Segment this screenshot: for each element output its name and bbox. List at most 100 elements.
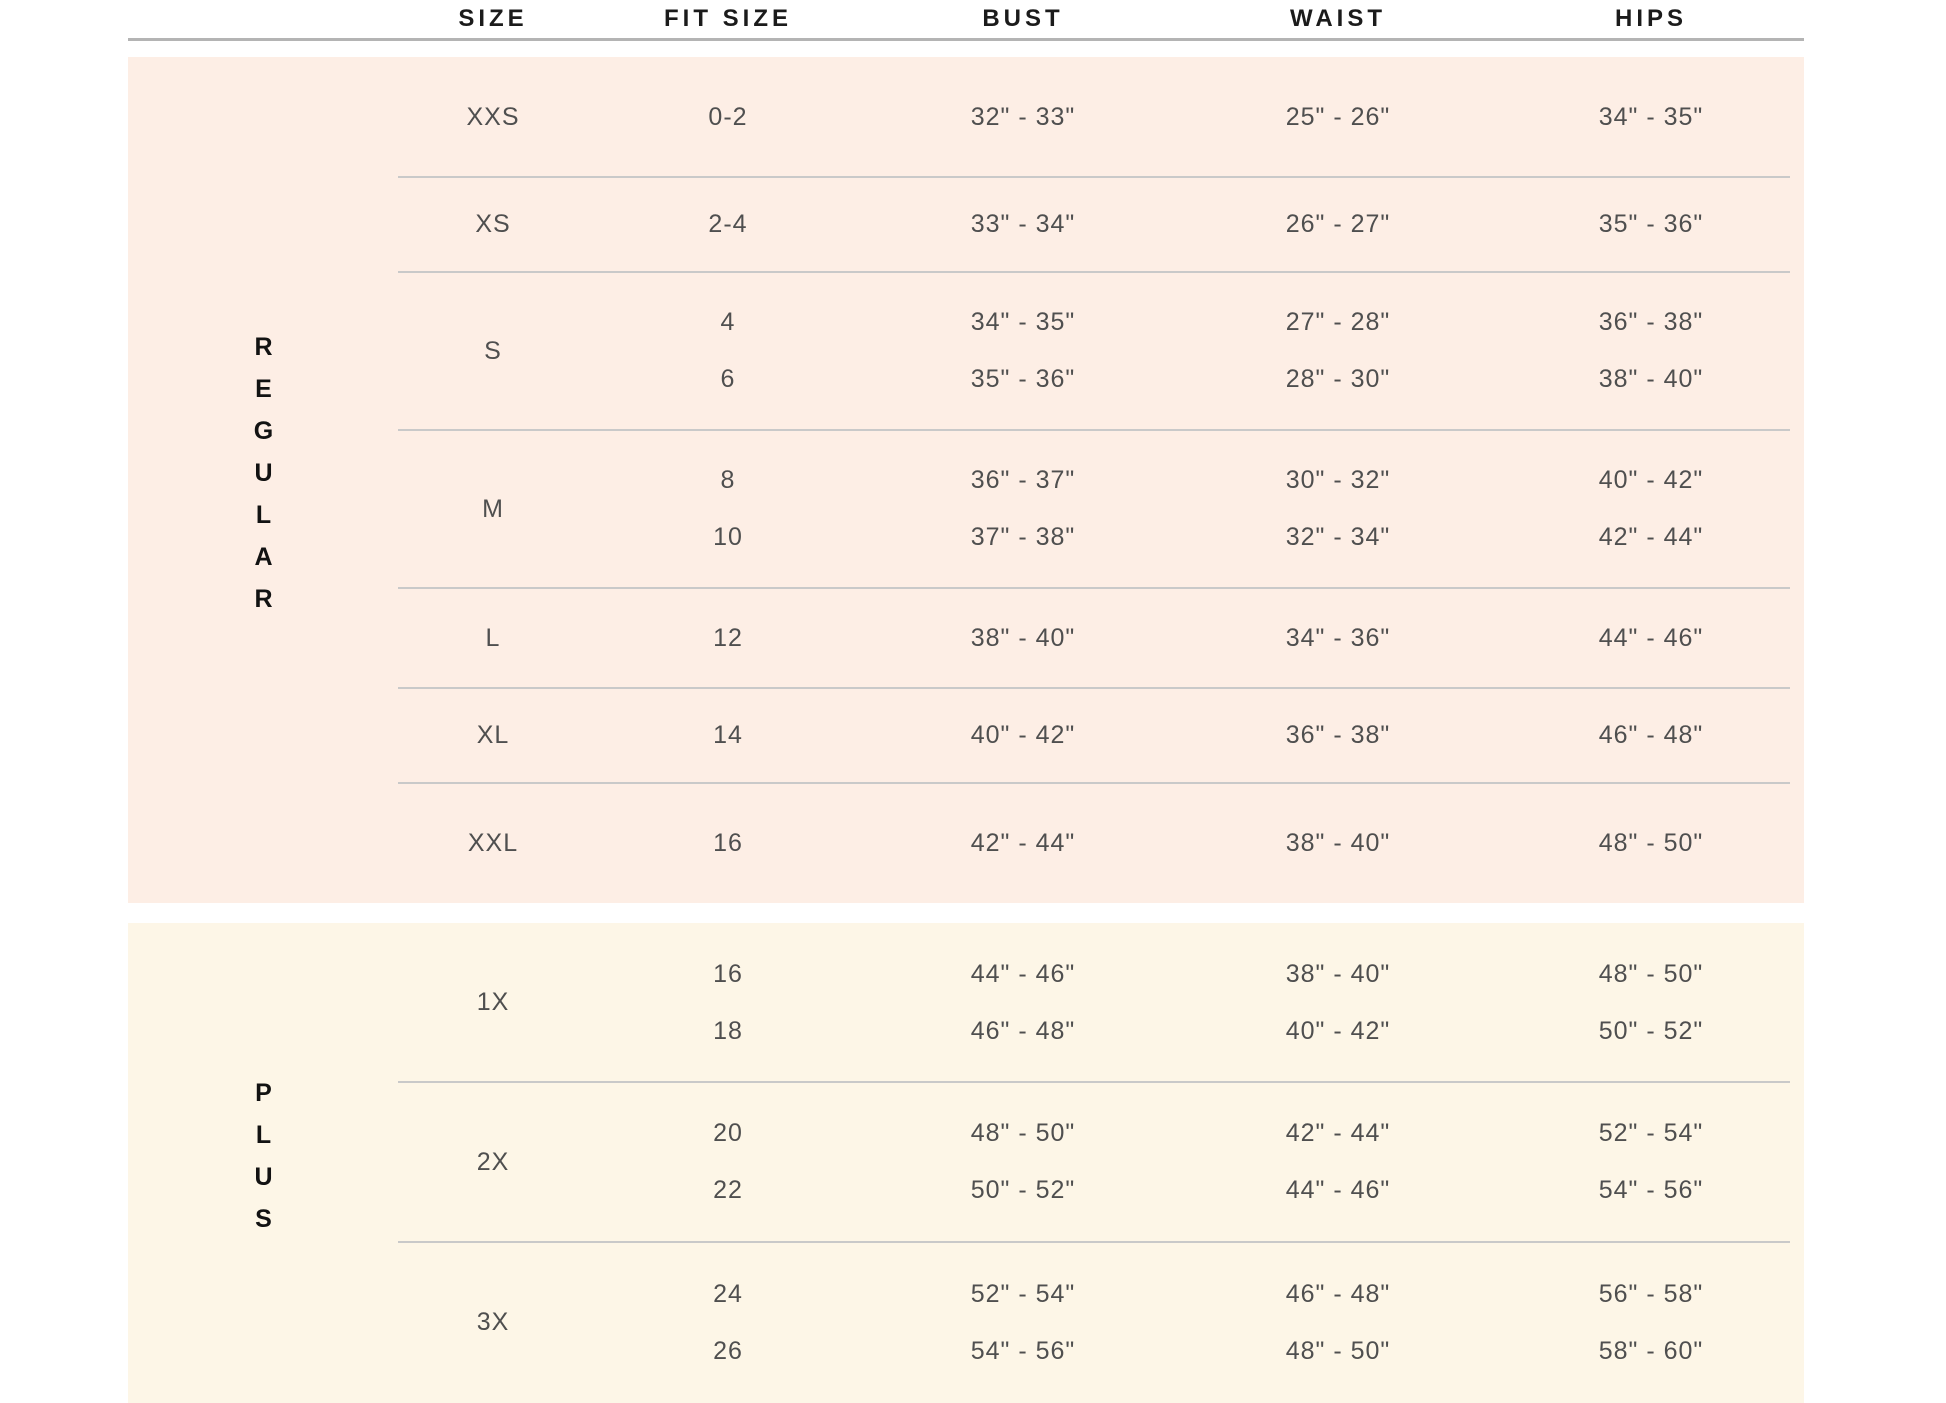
table-row-xxs: XXS 0-2 32" - 33" 25" - 26" 34" - 35" [128,57,1804,177]
value: 42" - 44" [970,828,1076,857]
value: 10 [713,523,743,551]
waist-cell: 26" - 27" [1178,177,1498,272]
col-header-waist: WAIST [1290,5,1386,32]
value: 8 [720,466,736,494]
value: 30" - 32" [1285,466,1391,494]
size-cell: 1X [398,923,588,1082]
size-label: L [485,623,501,652]
value: 42" - 44" [1285,1119,1391,1147]
value: 38" - 40" [1285,959,1391,988]
size-cell: S [398,272,588,430]
value: 40" - 42" [970,721,1076,749]
value: 50" - 52" [970,1176,1076,1204]
table-row-m: M 8 10 36" - 37" 37" - 38" 30" - 32" 32"… [128,429,1804,588]
value: 26 [713,1336,743,1365]
value: 42" - 44" [1598,523,1704,551]
value: 37" - 38" [970,523,1076,551]
value: 6 [720,365,736,393]
hips-cell: 56" - 58" 58" - 60" [1498,1242,1804,1403]
value: 24 [713,1279,743,1308]
value: 26" - 27" [1285,210,1391,238]
value: 54" - 56" [970,1336,1076,1365]
value: 36" - 37" [970,466,1076,494]
size-cell: M [398,430,588,588]
table-row-xl: XL 14 40" - 42" 36" - 38" 46" - 48" [128,687,1804,783]
waist-cell: 38" - 40" 40" - 42" [1178,923,1498,1082]
value: 22 [713,1176,743,1204]
value: 12 [713,623,743,652]
fit-cell: 24 26 [588,1242,868,1403]
bust-cell: 38" - 40" [868,588,1178,688]
value: 20 [713,1119,743,1147]
value: 16 [713,959,743,988]
waist-cell: 38" - 40" [1178,783,1498,903]
value: 2-4 [708,210,748,238]
table-row-l: L 12 38" - 40" 34" - 36" 44" - 46" [128,587,1804,688]
table-row-s: S 4 6 34" - 35" 35" - 36" 27" - 28" 28" … [128,271,1804,430]
fit-cell: 8 10 [588,430,868,588]
waist-cell: 30" - 32" 32" - 34" [1178,430,1498,588]
bust-cell: 48" - 50" 50" - 52" [868,1082,1178,1242]
value: 32" - 34" [1285,523,1391,551]
bust-cell: 44" - 46" 46" - 48" [868,923,1178,1082]
value: 35" - 36" [970,365,1076,393]
plus-section: PLUS 1X 16 18 44" - 46" 46" - 48" 38" - … [128,923,1804,1403]
bust-cell: 36" - 37" 37" - 38" [868,430,1178,588]
table-row-1x: 1X 16 18 44" - 46" 46" - 48" 38" - 40" 4… [128,923,1804,1082]
hips-cell: 48" - 50" 50" - 52" [1498,923,1804,1082]
bust-cell: 42" - 44" [868,783,1178,903]
value: 56" - 58" [1598,1279,1704,1308]
size-label: XS [475,210,511,238]
value: 28" - 30" [1285,365,1391,393]
value: 48" - 50" [1598,828,1704,857]
hips-cell: 34" - 35" [1498,57,1804,177]
value: 16 [713,828,743,857]
value: 38" - 40" [1598,365,1704,393]
size-cell: XXS [398,57,588,177]
value: 44" - 46" [1285,1176,1391,1204]
value: 46" - 48" [970,1016,1076,1045]
fit-cell: 20 22 [588,1082,868,1242]
size-label: S [484,336,502,365]
size-label: M [482,494,504,523]
size-cell: L [398,588,588,688]
value: 36" - 38" [1598,308,1704,336]
value: 52" - 54" [970,1279,1076,1308]
value: 54" - 56" [1598,1176,1704,1204]
size-label: 2X [476,1147,510,1176]
col-header-fit-size: FIT SIZE [664,5,792,32]
waist-cell: 34" - 36" [1178,588,1498,688]
value: 46" - 48" [1285,1279,1391,1308]
table-header-row: SIZE FIT SIZE BUST WAIST HIPS [128,0,1804,41]
waist-cell: 46" - 48" 48" - 50" [1178,1242,1498,1403]
table-row-3x: 3X 24 26 52" - 54" 54" - 56" 46" - 48" 4… [128,1241,1804,1403]
hips-cell: 36" - 38" 38" - 40" [1498,272,1804,430]
value: 32" - 33" [970,102,1076,131]
col-header-bust: BUST [982,5,1064,32]
waist-cell: 25" - 26" [1178,57,1498,177]
hips-cell: 52" - 54" 54" - 56" [1498,1082,1804,1242]
value: 35" - 36" [1598,210,1704,238]
size-label: 3X [476,1308,510,1336]
value: 50" - 52" [1598,1016,1704,1045]
value: 34" - 35" [970,308,1076,336]
value: 48" - 50" [1598,959,1704,988]
value: 34" - 36" [1285,623,1391,652]
value: 48" - 50" [1285,1336,1391,1365]
fit-cell: 14 [588,688,868,783]
value: 4 [720,308,736,336]
size-cell: 2X [398,1082,588,1242]
bust-cell: 34" - 35" 35" - 36" [868,272,1178,430]
size-label: 1X [476,988,510,1016]
table-row-xs: XS 2-4 33" - 34" 26" - 27" 35" - 36" [128,176,1804,272]
table-row-2x: 2X 20 22 48" - 50" 50" - 52" 42" - 44" 4… [128,1081,1804,1242]
value: 27" - 28" [1285,308,1391,336]
waist-cell: 27" - 28" 28" - 30" [1178,272,1498,430]
table-row-xxl: XXL 16 42" - 44" 38" - 40" 48" - 50" [128,782,1804,903]
value: 44" - 46" [1598,623,1704,652]
size-label: XXL [467,828,519,857]
value: 48" - 50" [970,1119,1076,1147]
hips-cell: 44" - 46" [1498,588,1804,688]
size-cell: 3X [398,1242,588,1403]
fit-cell: 2-4 [588,177,868,272]
